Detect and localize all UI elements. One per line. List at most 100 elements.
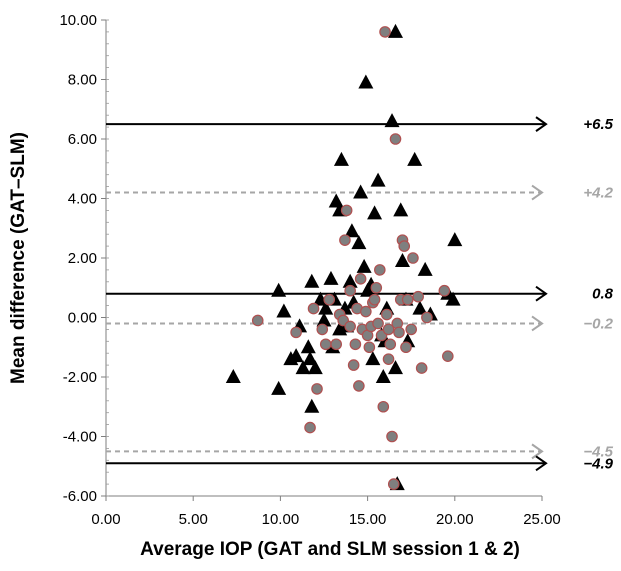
- reference-line-label: +4.2: [583, 185, 613, 202]
- reference-line-label: −0.2: [583, 315, 613, 332]
- y-tick-label: 4.00: [68, 191, 97, 208]
- circle-point: [353, 380, 365, 392]
- circle-point: [382, 353, 395, 365]
- triangle-point: [304, 398, 320, 413]
- circle-point: [368, 293, 381, 306]
- triangle-point: [328, 193, 344, 208]
- circle-point: [405, 323, 417, 336]
- y-tick-label: 8.00: [68, 72, 97, 89]
- reference-arrowhead: [535, 285, 548, 302]
- circle-point: [330, 338, 343, 351]
- triangle-point: [225, 369, 241, 383]
- circle-point: [374, 264, 386, 276]
- circle-point: [363, 341, 376, 354]
- circle-point: [340, 204, 353, 217]
- reference-line-label: −4.5: [583, 443, 613, 460]
- triangle-point: [342, 273, 358, 288]
- circle-point: [407, 252, 419, 264]
- circle-point: [323, 293, 336, 306]
- x-tick-label: 15.00: [349, 511, 387, 528]
- circle-point: [393, 326, 405, 339]
- circle-point: [382, 323, 395, 336]
- reference-arrowhead: [531, 184, 544, 201]
- triangle-point: [323, 270, 339, 285]
- circle-point: [377, 400, 390, 413]
- triangle-point: [276, 303, 292, 318]
- y-tick-label: -4.00: [63, 429, 97, 446]
- y-tick-label: 2.00: [68, 250, 97, 267]
- y-axis-title: Mean difference (GAT–SLM): [8, 132, 29, 384]
- triangle-point: [412, 300, 428, 315]
- triangle-point: [271, 380, 287, 395]
- reference-lines: [106, 116, 548, 472]
- triangle-point: [344, 223, 360, 238]
- triangle-point: [375, 369, 391, 383]
- x-tick-label: 10.00: [262, 511, 300, 528]
- circle-point: [400, 341, 412, 354]
- triangle-point: [417, 261, 433, 276]
- reference-arrowhead: [531, 315, 544, 332]
- circle-point: [344, 284, 356, 297]
- y-tick-label: -2.00: [63, 369, 97, 386]
- circle-point: [398, 240, 411, 252]
- y-tick-label: 6.00: [68, 131, 97, 148]
- triangle-point: [367, 205, 383, 220]
- triangle-point: [288, 348, 304, 363]
- circle-point: [290, 326, 302, 339]
- triangle-point: [393, 202, 409, 217]
- triangle-point: [447, 232, 463, 247]
- x-tick-label: 5.00: [179, 511, 208, 528]
- circle-point: [319, 338, 332, 351]
- circle-point: [442, 350, 454, 362]
- triangle-point: [353, 184, 369, 199]
- circle-point: [349, 338, 362, 351]
- triangle-point: [333, 151, 349, 166]
- circle-point: [387, 478, 400, 490]
- triangle-point: [300, 339, 316, 354]
- circle-point: [415, 362, 428, 374]
- circle-point: [421, 311, 433, 324]
- triangle-point: [370, 172, 386, 187]
- y-tick-label: -6.00: [63, 488, 97, 505]
- triangle-point: [358, 74, 374, 89]
- triangle-point: [295, 360, 311, 375]
- circle-point: [380, 308, 393, 321]
- reference-arrowhead: [531, 443, 544, 460]
- axes: -6.00 -4.00 -2.00 0.00 2.00 4.00 6.00 8.00 10.00…: [59, 12, 560, 528]
- circle-point: [401, 293, 414, 306]
- reference-arrowhead: [535, 116, 548, 132]
- triangle-point: [388, 23, 404, 38]
- circle-point: [347, 359, 360, 371]
- x-tick-label: 20.00: [436, 511, 474, 528]
- circle-point: [354, 273, 367, 285]
- triangle-point: [307, 360, 323, 375]
- reference-arrowhead: [535, 455, 548, 472]
- triangle-point: [304, 273, 320, 288]
- circle-point: [307, 302, 320, 315]
- circle-point: [412, 290, 424, 303]
- circle-point: [438, 284, 451, 297]
- triangle-point: [407, 151, 423, 166]
- circle-point: [372, 317, 384, 330]
- x-tick-label: 25.00: [523, 511, 561, 528]
- reference-line-label: −4.9: [583, 455, 613, 472]
- y-tick-label: 10.00: [59, 12, 97, 29]
- circle-point: [379, 26, 391, 38]
- circle-point: [344, 320, 356, 333]
- x-axis-title: Average IOP (GAT and SLM session 1 & 2): [140, 539, 520, 560]
- circle-point: [389, 133, 402, 145]
- triangle-point: [388, 360, 404, 375]
- triangle-point: [384, 113, 400, 128]
- circle-point: [360, 305, 372, 318]
- data-points: [225, 23, 463, 491]
- circle-point: [370, 281, 383, 294]
- triangle-point: [302, 351, 318, 366]
- triangle-point: [351, 235, 367, 250]
- reference-line-label: 0.8: [592, 286, 614, 303]
- circle-point: [386, 430, 398, 443]
- triangle-point: [445, 291, 461, 306]
- triangle-point: [271, 282, 287, 297]
- triangle-point: [356, 258, 372, 273]
- circle-point: [251, 314, 264, 327]
